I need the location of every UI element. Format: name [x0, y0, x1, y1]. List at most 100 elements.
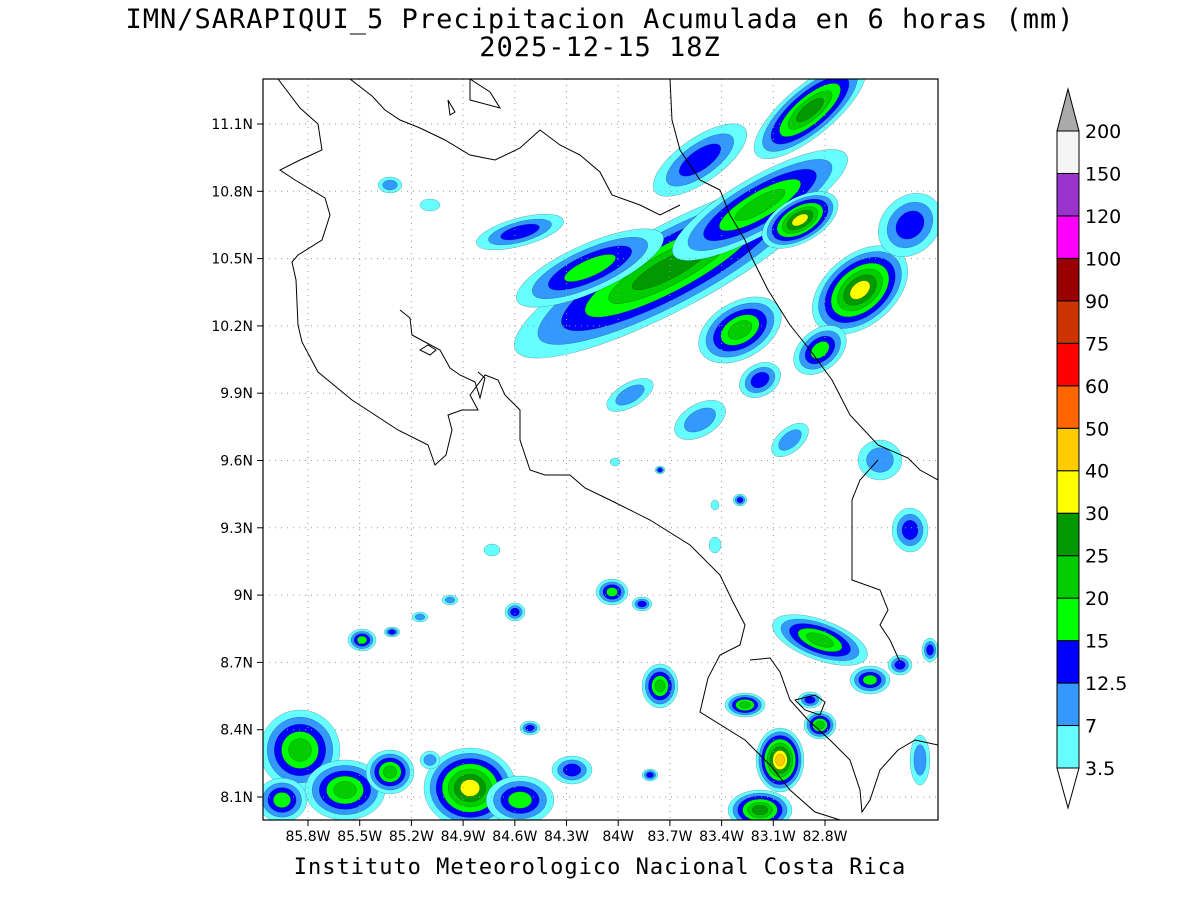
colorbar-swatch [1056, 172, 1080, 217]
colorbar-label: 150 [1085, 163, 1121, 185]
colorbar-swatch [1056, 300, 1080, 344]
precip-contour [606, 587, 618, 597]
colorbar-label: 75 [1085, 333, 1109, 355]
precip-contour [507, 791, 533, 809]
colorbar-swatch [1056, 725, 1080, 769]
colorbar-label: 25 [1085, 546, 1109, 568]
colorbar-low-arrow [1056, 767, 1080, 810]
precip-contour [862, 674, 878, 686]
y-tick-label: 8.7N [220, 655, 253, 671]
colorbar-swatch [1056, 215, 1080, 259]
precip-contour [815, 720, 825, 730]
lat-lon-grid [263, 79, 938, 820]
precip-contour [895, 210, 925, 240]
colorbar-label: 20 [1085, 588, 1109, 610]
colorbar-label: 3.5 [1085, 758, 1115, 780]
precip-contour [901, 519, 919, 541]
precip-contour [414, 613, 426, 621]
precip-contour [646, 772, 654, 778]
precip-contour [796, 97, 824, 123]
precip-contour [708, 536, 722, 554]
precip-contour [849, 280, 871, 300]
precip-contour [444, 596, 456, 604]
precip-contour [460, 779, 480, 797]
precip-contour [775, 753, 785, 767]
x-tick-label: 84W [602, 829, 634, 845]
y-tick-label: 11.1N [211, 117, 253, 133]
colorbar-swatch [1056, 597, 1080, 642]
y-axis-ticks: 11.1N 10.8N 10.5N 10.2N 9.9N 9.6N 9.3N 9N 8.7N 8.… [211, 117, 263, 806]
precip-contour [810, 341, 830, 359]
precip-contour [333, 781, 357, 799]
precip-contour [684, 407, 716, 433]
colorbar-label: 90 [1085, 291, 1109, 313]
precip-contour [750, 371, 770, 389]
precip-contour [710, 499, 720, 511]
colorbar-label: 100 [1085, 248, 1121, 270]
precip-contour [806, 632, 834, 648]
x-tick-label: 85.5W [337, 829, 382, 845]
precip-contour [419, 198, 441, 212]
colorbar-swatch [1056, 470, 1080, 514]
colorbar-label: 50 [1085, 418, 1109, 440]
precip-contour [778, 429, 802, 451]
colorbar-swatch [1056, 555, 1080, 599]
precip-contour [356, 635, 368, 645]
colorbar-swatch [1056, 342, 1080, 387]
colorbar-label: 12.5 [1085, 673, 1127, 695]
colorbar-swatch [1056, 427, 1080, 472]
y-tick-label: 10.5N [211, 252, 253, 268]
colorbar-label: 120 [1085, 206, 1121, 228]
precip-contour [727, 320, 753, 340]
coastline-path [749, 657, 938, 814]
x-tick-label: 84.3W [544, 829, 589, 845]
x-tick-label: 85.8W [285, 829, 330, 845]
x-tick-label: 83.4W [699, 829, 744, 845]
precip-contour [654, 679, 666, 693]
colorbar: 3.5 7 12.5 15 20 25 30 40 50 60 75 90 100 120 150 200 [1056, 87, 1127, 810]
x-tick-label: 85.2W [389, 829, 434, 845]
precip-contour [562, 763, 582, 777]
precip-contour [500, 223, 540, 241]
coastline-path [447, 99, 456, 116]
precip-contour [894, 660, 906, 670]
y-tick-label: 9.6N [220, 454, 253, 470]
coastline-path [399, 309, 486, 400]
precip-contour [657, 467, 663, 473]
x-axis-ticks: 85.8W 85.5W 85.2W 84.9W 84.6W 84.3W 84W 83.7W 83… [285, 820, 848, 845]
colorbar-label: 200 [1085, 121, 1121, 143]
precip-contour [913, 744, 927, 776]
coastline-borders [277, 79, 938, 820]
footer-institution: Instituto Meteorologico Nacional Costa R… [293, 855, 907, 880]
y-tick-label: 10.2N [211, 319, 253, 335]
precip-contour [510, 607, 520, 617]
precip-contour [564, 254, 616, 282]
coastline-path [851, 459, 901, 663]
precip-contour [615, 384, 645, 406]
y-tick-label: 9N [234, 588, 253, 604]
y-tick-label: 10.8N [211, 184, 253, 200]
colorbar-label: 30 [1085, 503, 1109, 525]
precip-contour [734, 188, 786, 222]
precip-contour [388, 629, 396, 635]
y-tick-label: 9.3N [220, 521, 253, 537]
coastline-path [469, 79, 502, 109]
colorbar-swatch [1056, 512, 1080, 557]
x-tick-label: 83.7W [647, 829, 692, 845]
precip-contour [751, 804, 769, 816]
colorbar-swatch [1056, 130, 1080, 174]
x-tick-label: 84.6W [492, 829, 537, 845]
precip-contour [791, 213, 809, 227]
colorbar-label: 40 [1085, 461, 1109, 483]
coastline-path [669, 79, 938, 481]
y-tick-label: 8.1N [220, 790, 253, 806]
precip-contour [382, 765, 398, 779]
precip-contour [678, 143, 722, 177]
precip-contour [483, 543, 501, 557]
colorbar-high-arrow [1056, 87, 1080, 132]
map-title: IMN/SARAPIQUI_5 Precipitacion Acumulada … [125, 4, 1075, 35]
coastline-path [277, 79, 841, 820]
precip-contour [736, 497, 744, 503]
colorbar-swatch [1056, 640, 1080, 684]
